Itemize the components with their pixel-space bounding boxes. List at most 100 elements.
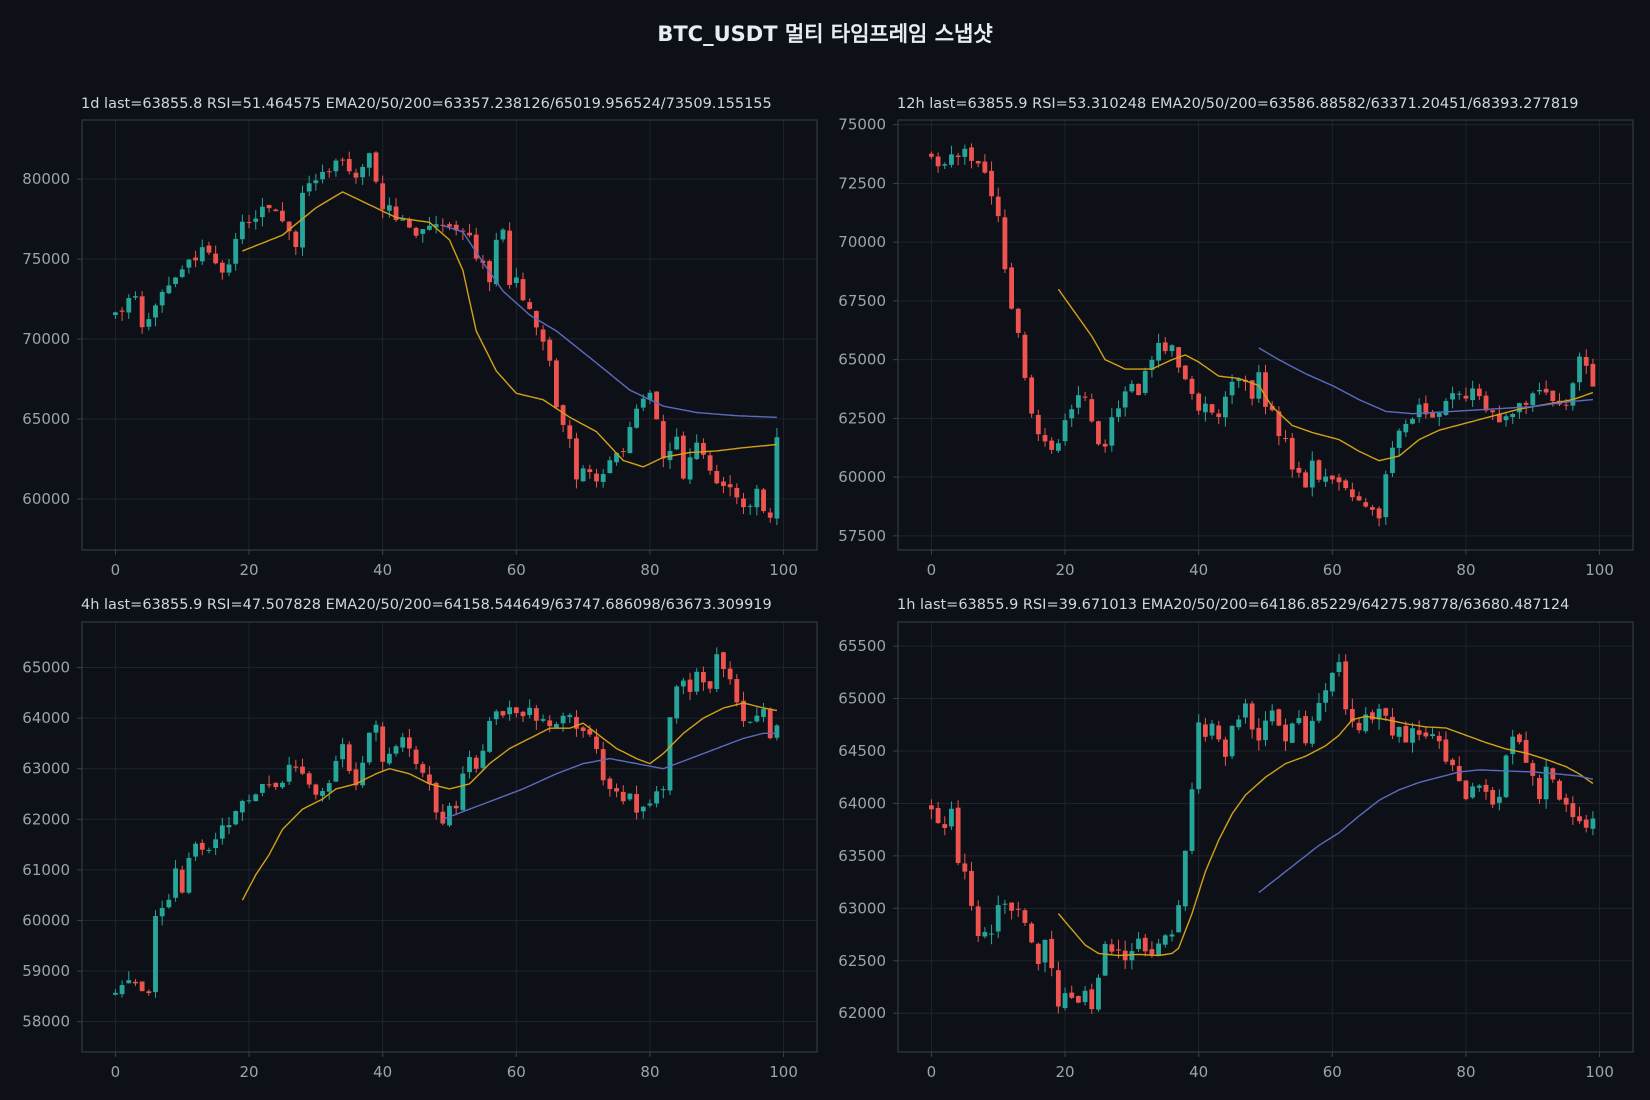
candle — [166, 894, 172, 909]
y-tick-label: 64000 — [22, 709, 70, 727]
candle-body — [473, 234, 479, 259]
candle-body — [246, 800, 252, 802]
candle-body — [1289, 437, 1295, 470]
candle — [962, 853, 968, 880]
candle — [1316, 459, 1322, 483]
candle-body — [520, 279, 526, 301]
candle-body — [306, 773, 312, 785]
candle-body — [280, 782, 285, 788]
candle-body — [113, 312, 118, 315]
candle — [427, 766, 432, 791]
candle-body — [487, 720, 492, 752]
candle — [1416, 720, 1422, 741]
candle — [1062, 413, 1068, 446]
candle-body — [741, 498, 746, 508]
candle — [1149, 356, 1155, 378]
candle — [1289, 433, 1295, 478]
y-tick-label: 63000 — [838, 899, 886, 917]
candle-body — [574, 716, 579, 729]
candle-body — [955, 807, 961, 863]
candle-body — [320, 791, 325, 796]
candle-body — [1390, 716, 1395, 736]
candle — [1456, 391, 1462, 400]
candle-body — [1316, 702, 1322, 721]
candle-body — [186, 857, 192, 893]
candle-body — [206, 849, 212, 851]
candle-body — [660, 789, 666, 791]
candle-body — [300, 766, 305, 774]
candle-body — [366, 732, 372, 763]
candle-body — [1416, 730, 1422, 735]
candle-body — [1563, 797, 1569, 805]
candle-body — [747, 505, 753, 507]
candle-body — [186, 259, 192, 268]
candle — [1249, 380, 1255, 406]
candle-body — [1216, 725, 1222, 740]
candle-body — [393, 746, 399, 754]
candle — [989, 924, 994, 945]
y-tick-label: 65000 — [22, 659, 70, 677]
candle-body — [320, 171, 325, 180]
candle-body — [1403, 725, 1409, 743]
candle — [634, 404, 639, 429]
candle-body — [1403, 423, 1409, 433]
candle — [734, 674, 740, 707]
candle — [146, 989, 152, 996]
candle-body — [774, 437, 780, 519]
candle-body — [580, 727, 586, 732]
candle-body — [1376, 708, 1382, 720]
candle — [1022, 331, 1028, 381]
candle — [340, 737, 345, 768]
candle — [1570, 796, 1576, 825]
candle — [1243, 375, 1248, 391]
candle-body — [560, 405, 566, 425]
candle-body — [1390, 447, 1395, 473]
candle-body — [674, 686, 680, 719]
candle-body — [1129, 951, 1135, 961]
line-ema20 — [1057, 715, 1594, 957]
candle-body — [600, 474, 606, 482]
candle — [273, 782, 279, 790]
candle — [1256, 364, 1262, 403]
candle — [460, 228, 466, 241]
candle-body — [1503, 416, 1509, 421]
candle — [1410, 417, 1415, 425]
candle — [1169, 344, 1175, 357]
candle — [1550, 767, 1556, 783]
candle-body — [1309, 720, 1315, 744]
candle — [1296, 710, 1302, 726]
candle-body — [1496, 413, 1502, 423]
candle — [1196, 392, 1202, 415]
candle — [600, 469, 606, 488]
candle — [1557, 778, 1562, 801]
candle — [1216, 409, 1222, 425]
candle-body — [547, 339, 553, 361]
candle-body — [413, 749, 419, 764]
x-tick-label: 60 — [1323, 561, 1342, 579]
candle — [380, 722, 386, 771]
candle — [1309, 451, 1315, 497]
candle-body — [513, 707, 519, 714]
y-tick-label: 70000 — [22, 330, 70, 348]
candle-body — [1383, 474, 1389, 518]
candle — [995, 187, 1001, 223]
candle — [727, 475, 733, 497]
candle-body — [527, 302, 533, 309]
y-tick-label: 62000 — [22, 810, 70, 828]
candle-body — [674, 436, 680, 450]
candle-body — [1456, 393, 1462, 395]
candle — [239, 214, 245, 244]
candle-body — [1209, 404, 1215, 413]
candle-body — [126, 980, 132, 984]
candle-body — [1356, 496, 1362, 501]
candle-body — [1577, 356, 1582, 383]
candle-body — [1510, 414, 1516, 418]
candle — [173, 276, 178, 288]
candle — [1496, 789, 1502, 811]
candle-body — [1436, 412, 1442, 417]
candle-body — [113, 992, 118, 995]
candle — [166, 276, 172, 295]
candle-body — [1102, 943, 1108, 976]
candle — [1530, 760, 1536, 786]
candle — [447, 802, 452, 828]
